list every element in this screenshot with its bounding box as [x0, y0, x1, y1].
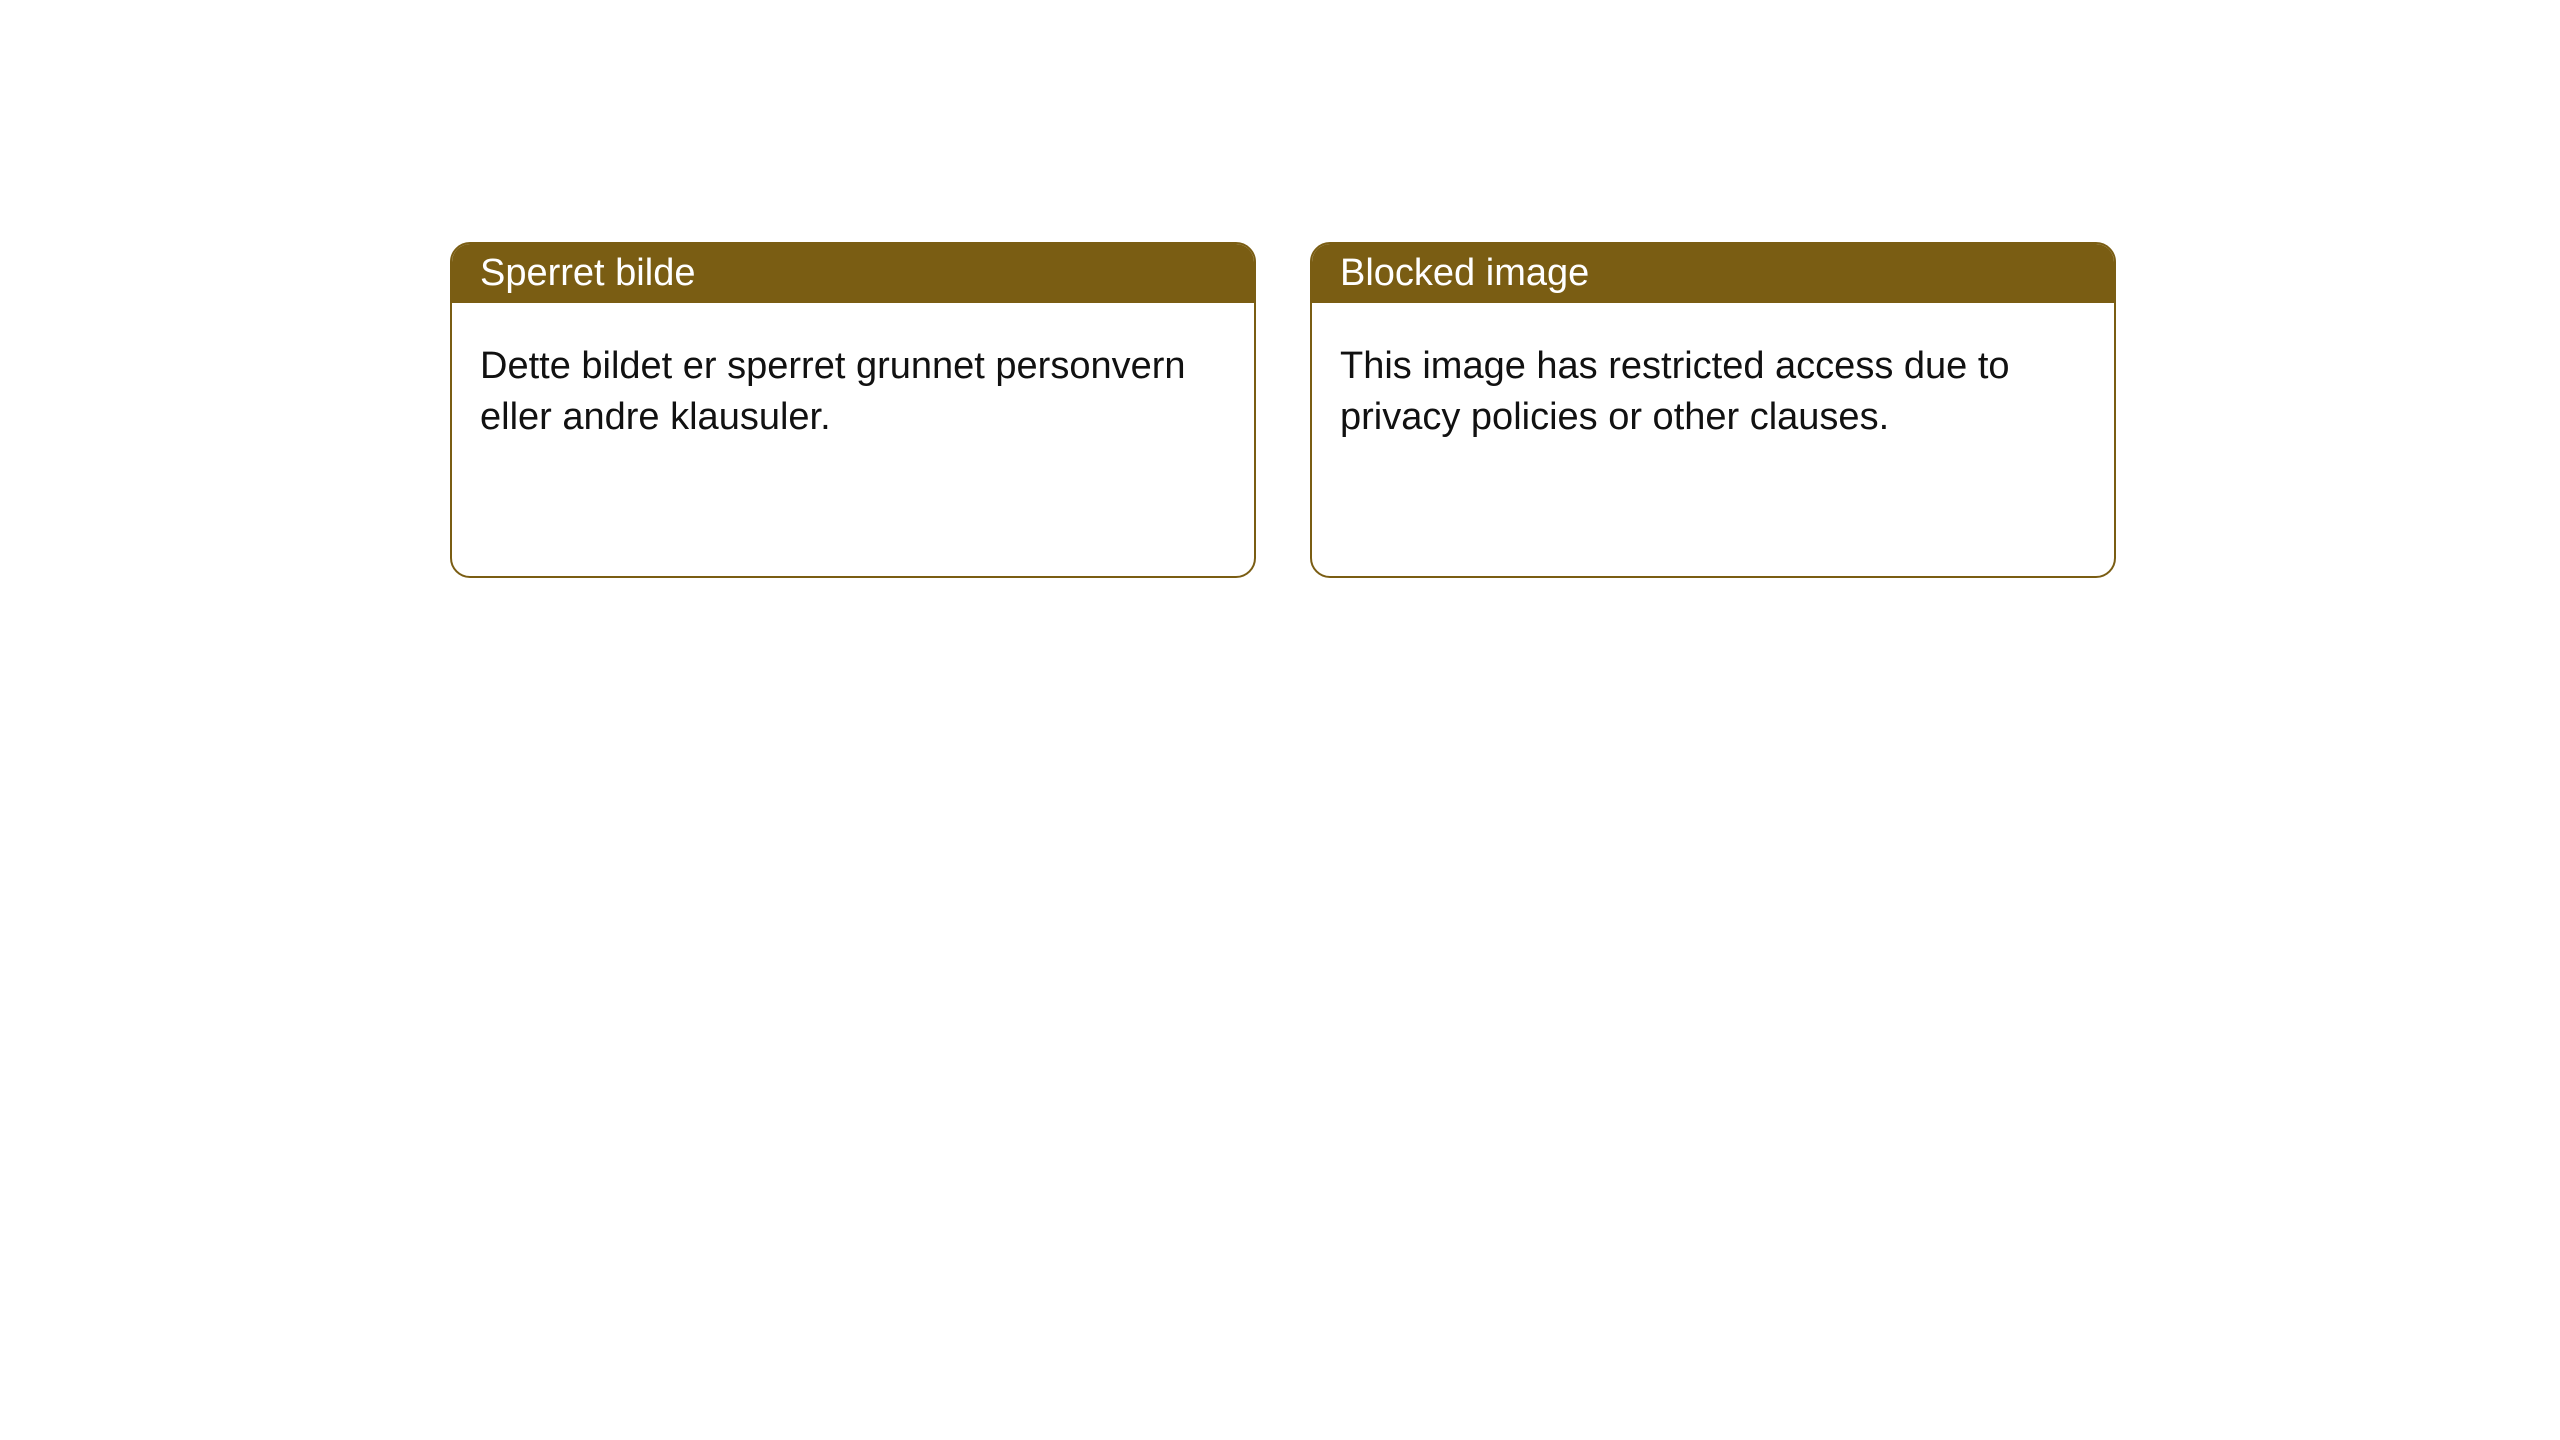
notice-body: Dette bildet er sperret grunnet personve…	[452, 303, 1254, 482]
notice-header: Sperret bilde	[452, 244, 1254, 303]
notice-card-english: Blocked image This image has restricted …	[1310, 242, 2116, 578]
notice-header: Blocked image	[1312, 244, 2114, 303]
notice-body: This image has restricted access due to …	[1312, 303, 2114, 482]
notice-container: Sperret bilde Dette bildet er sperret gr…	[0, 0, 2560, 578]
notice-card-norwegian: Sperret bilde Dette bildet er sperret gr…	[450, 242, 1256, 578]
